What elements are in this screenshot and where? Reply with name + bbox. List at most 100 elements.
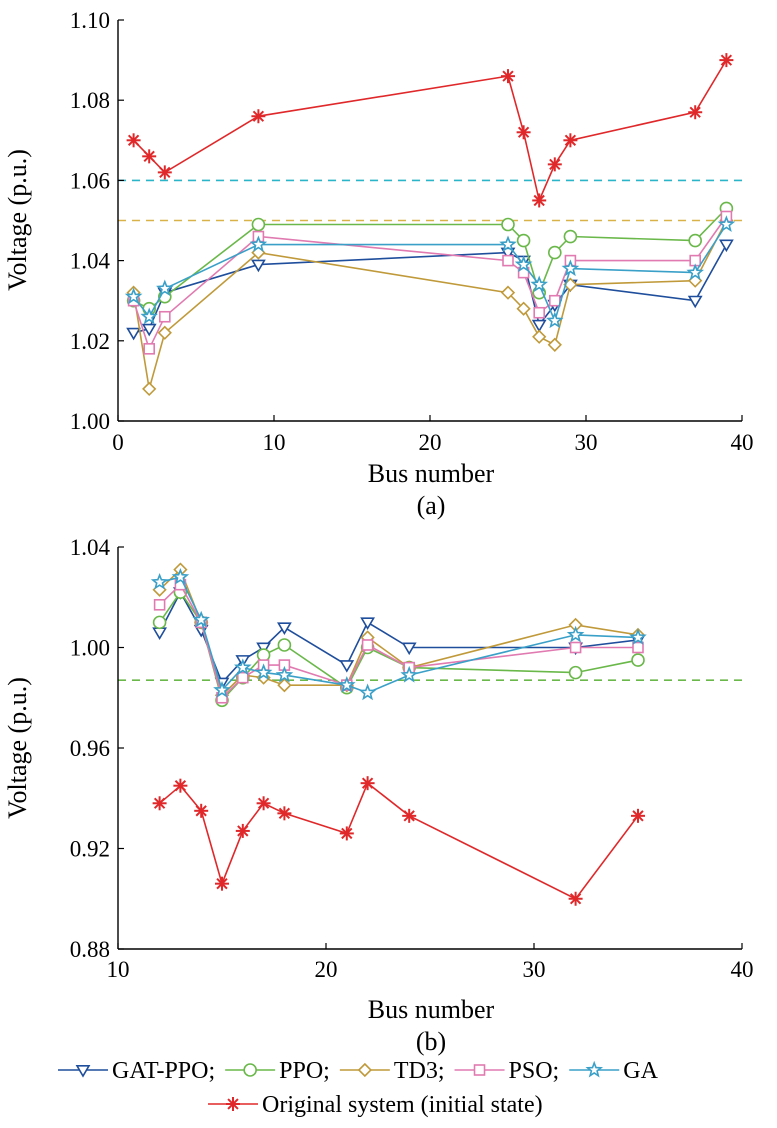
panel-b-axes: 10 20 30 40 0.88 0.92 0.96 1.00 1.04 bbox=[70, 535, 754, 982]
legend-td3-label: TD3; bbox=[394, 1058, 445, 1084]
panel-a-original-point-6 bbox=[532, 193, 547, 208]
panel-a-series-ga bbox=[124, 215, 736, 329]
panel-a-y-tick-label-0: 1.00 bbox=[70, 409, 110, 434]
panel-b-original-point-4 bbox=[235, 823, 250, 838]
panel-b-y-tick-label-3: 1.00 bbox=[70, 636, 110, 661]
panel-b-ga-point-5 bbox=[254, 663, 273, 681]
panel-b-pso-point-8 bbox=[361, 639, 374, 651]
panel-a-y-tick-label-2: 1.04 bbox=[70, 249, 111, 274]
panel-a-x-tick-label-2: 20 bbox=[419, 430, 442, 455]
panel-b-series-ga bbox=[150, 568, 647, 701]
panel-a-ppo-point-3 bbox=[251, 217, 266, 232]
panel-a-x-tick-label-1: 10 bbox=[263, 430, 286, 455]
panel-a-original-point-1 bbox=[142, 149, 157, 164]
panel-b-ga-point-10 bbox=[566, 625, 585, 643]
panel-b-series bbox=[150, 562, 647, 906]
panel-a-pso-point-1 bbox=[143, 343, 155, 355]
panel-a-original-point-2 bbox=[157, 165, 172, 180]
panel-b-original-point-5 bbox=[256, 796, 271, 811]
panel-b-ppo-point-11 bbox=[631, 653, 645, 667]
panel-b-ga-point-11 bbox=[629, 628, 647, 645]
legend-entry-original: Original system (initial state) bbox=[208, 1092, 543, 1118]
panel-a-ga-point-4 bbox=[499, 235, 517, 252]
panel-b-ga-point-1 bbox=[171, 568, 190, 585]
panel-a-y-tick-label-3: 1.06 bbox=[70, 168, 110, 193]
panel-a-series-td3-line bbox=[132, 220, 728, 390]
panel-b-pso-point-0 bbox=[153, 598, 166, 611]
panel-a-gat_ppo-point-1 bbox=[141, 323, 157, 337]
panel-b-original-point-0 bbox=[152, 796, 167, 811]
panel-a-ga-point-7 bbox=[546, 311, 564, 329]
panel-b-xlabel: Bus number bbox=[368, 995, 495, 1024]
panel-b-ga-point-4 bbox=[233, 658, 252, 676]
panel-a-ylabel: Voltage (p.u.) bbox=[3, 149, 32, 291]
panel-a-y-tick-label-5: 1.10 bbox=[70, 8, 110, 33]
panel-a-original-point-5 bbox=[516, 125, 531, 140]
panel-a-td3-point-7 bbox=[547, 337, 562, 352]
panel-a-ga-point-1 bbox=[140, 307, 158, 325]
panel-a-td3-point-5 bbox=[516, 301, 531, 316]
legend-ga-marker bbox=[585, 1060, 604, 1078]
panel-a-series-original bbox=[126, 53, 734, 208]
legend-td3-marker bbox=[357, 1062, 372, 1078]
panel-b-y-tick-label-0: 0.88 bbox=[70, 937, 110, 962]
panel-b-series-pso bbox=[153, 578, 644, 704]
panel-b-series-pso-line bbox=[159, 583, 638, 700]
panel-b-y-tick-label-4: 1.04 bbox=[70, 535, 111, 560]
legend-original-label: Original system (initial state) bbox=[262, 1092, 543, 1118]
legend-ga-label: GA bbox=[623, 1058, 658, 1084]
panel-a-series-original-line bbox=[133, 59, 728, 204]
panel-b-series-original bbox=[152, 776, 645, 906]
panel-a-td3-point-2 bbox=[157, 325, 172, 340]
panel-a-series-gat_ppo-line bbox=[133, 244, 728, 334]
legend-original-marker bbox=[226, 1097, 240, 1111]
panel-a-td3-point-6 bbox=[532, 329, 547, 344]
panel-b-pso-point-11 bbox=[632, 641, 644, 654]
panel-a-ppo-point-9 bbox=[688, 233, 703, 248]
panel-a-gridlines bbox=[118, 179, 746, 222]
panel-b-x-tick-label-0: 10 bbox=[107, 957, 130, 982]
panel-b-original-point-11 bbox=[631, 808, 645, 823]
panel-a-original-point-10 bbox=[719, 53, 734, 68]
panel-a-original-point-3 bbox=[251, 109, 266, 124]
panel-a-gat_ppo-point-6 bbox=[531, 319, 547, 333]
panel-a-xlabel: Bus number bbox=[368, 459, 495, 488]
panel-a-ppo-point-8 bbox=[563, 229, 578, 244]
legend-entry-td3: TD3; bbox=[339, 1058, 445, 1084]
panel-b-ga-point-2 bbox=[192, 610, 210, 628]
panel-b-ppo-point-10 bbox=[568, 665, 583, 680]
panel-b-gat_ppo-point-6 bbox=[277, 622, 292, 635]
panel-a-original-point-7 bbox=[547, 157, 562, 172]
panel-b-original-point-3 bbox=[215, 876, 229, 891]
panel-a-y-tick-label-1: 1.02 bbox=[70, 329, 110, 354]
legend-pso-marker bbox=[473, 1064, 486, 1076]
panel-b-original-point-7 bbox=[339, 826, 354, 841]
panel-a-ppo-point-7 bbox=[547, 245, 562, 260]
panel-a-series-ppo bbox=[126, 201, 734, 316]
panel-b-ga-point-3 bbox=[213, 681, 231, 698]
panel-b-x-tick-label-2: 30 bbox=[523, 957, 546, 982]
panel-a-x-tick-label-3: 30 bbox=[575, 430, 598, 455]
legend-entry-ga: GA bbox=[569, 1058, 659, 1084]
panel-b-x-tick-label-3: 40 bbox=[731, 957, 754, 982]
panel-b-gat_ppo-point-8 bbox=[360, 617, 375, 630]
panel-b-gat_ppo-point-9 bbox=[401, 642, 417, 656]
panel-a-ppo-point-4 bbox=[501, 217, 515, 232]
panel-b-ppo-point-0 bbox=[152, 615, 167, 630]
panel-a-pso-point-2 bbox=[159, 310, 171, 323]
legend-ppo-marker bbox=[243, 1063, 257, 1077]
panel-b-series-ppo-line bbox=[158, 590, 639, 702]
panel-b-label: (b) bbox=[416, 1027, 446, 1056]
panel-b-ga-point-0 bbox=[150, 573, 169, 590]
panel-a-x-tick-label-0: 0 bbox=[112, 430, 124, 455]
panel-b-ga-point-9 bbox=[400, 665, 418, 683]
legend: GAT-PPO; PPO; TD3; PSO; GA Original system (i… bbox=[58, 1058, 659, 1118]
panel-b-gat_ppo-point-0 bbox=[152, 627, 167, 641]
panel-a-td3-point-4 bbox=[500, 285, 516, 300]
panel-b-ga-point-8 bbox=[358, 683, 377, 701]
panel-b-original-point-2 bbox=[194, 803, 209, 818]
panel-b-original-point-8 bbox=[360, 776, 375, 791]
legend-entry-pso: PSO; bbox=[454, 1058, 559, 1084]
panel-a-ga-point-8 bbox=[561, 259, 580, 277]
panel-b-series-original-line bbox=[159, 781, 639, 900]
